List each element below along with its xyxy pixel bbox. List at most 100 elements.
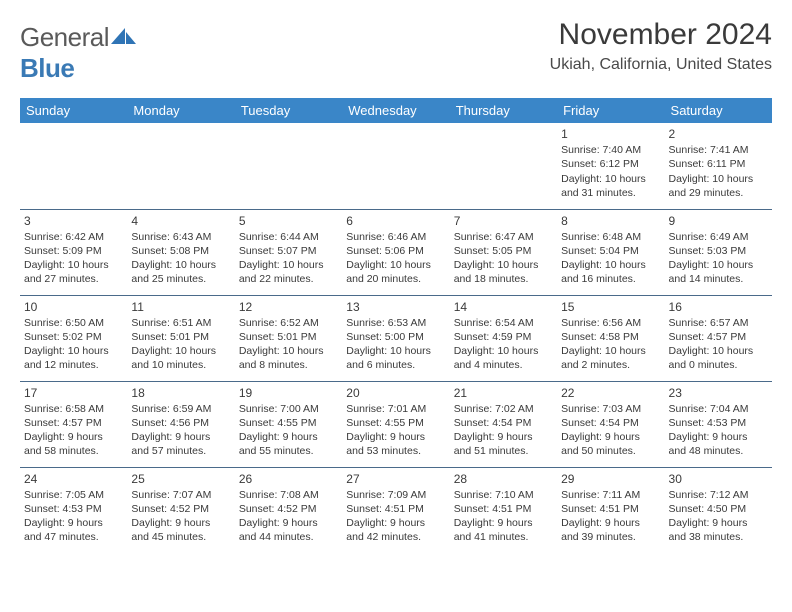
daylight-line-1: Daylight: 10 hours — [24, 258, 123, 272]
calendar-day: 19Sunrise: 7:00 AMSunset: 4:55 PMDayligh… — [235, 381, 342, 467]
sunset-line: Sunset: 5:09 PM — [24, 244, 123, 258]
daylight-line-2: and 42 minutes. — [346, 530, 445, 544]
calendar-day: 8Sunrise: 6:48 AMSunset: 5:04 PMDaylight… — [557, 209, 664, 295]
sunrise-line: Sunrise: 7:10 AM — [454, 488, 553, 502]
day-number: 12 — [239, 299, 338, 315]
daylight-line-1: Daylight: 9 hours — [454, 430, 553, 444]
sunrise-line: Sunrise: 6:53 AM — [346, 316, 445, 330]
day-number: 28 — [454, 471, 553, 487]
daylight-line-1: Daylight: 9 hours — [561, 430, 660, 444]
daylight-line-2: and 25 minutes. — [131, 272, 230, 286]
calendar-week: 24Sunrise: 7:05 AMSunset: 4:53 PMDayligh… — [20, 467, 772, 553]
month-title: November 2024 — [550, 18, 772, 52]
sunset-line: Sunset: 4:56 PM — [131, 416, 230, 430]
daylight-line-1: Daylight: 10 hours — [454, 258, 553, 272]
sunrise-line: Sunrise: 6:48 AM — [561, 230, 660, 244]
calendar-day: 14Sunrise: 6:54 AMSunset: 4:59 PMDayligh… — [450, 295, 557, 381]
calendar-day: 9Sunrise: 6:49 AMSunset: 5:03 PMDaylight… — [665, 209, 772, 295]
daylight-line-2: and 10 minutes. — [131, 358, 230, 372]
daylight-line-1: Daylight: 10 hours — [24, 344, 123, 358]
calendar-day: 10Sunrise: 6:50 AMSunset: 5:02 PMDayligh… — [20, 295, 127, 381]
daylight-line-1: Daylight: 10 hours — [346, 258, 445, 272]
calendar-day: 3Sunrise: 6:42 AMSunset: 5:09 PMDaylight… — [20, 209, 127, 295]
daylight-line-1: Daylight: 9 hours — [561, 516, 660, 530]
day-number: 11 — [131, 299, 230, 315]
daylight-line-2: and 0 minutes. — [669, 358, 768, 372]
daylight-line-1: Daylight: 9 hours — [239, 516, 338, 530]
sunset-line: Sunset: 4:55 PM — [346, 416, 445, 430]
daylight-line-1: Daylight: 9 hours — [24, 516, 123, 530]
sunset-line: Sunset: 5:03 PM — [669, 244, 768, 258]
daylight-line-1: Daylight: 10 hours — [239, 258, 338, 272]
sunset-line: Sunset: 5:05 PM — [454, 244, 553, 258]
sunrise-line: Sunrise: 6:52 AM — [239, 316, 338, 330]
day-number: 3 — [24, 213, 123, 229]
logo-text: General Blue — [20, 22, 137, 84]
calendar-week: 1Sunrise: 7:40 AMSunset: 6:12 PMDaylight… — [20, 123, 772, 209]
daylight-line-1: Daylight: 9 hours — [669, 516, 768, 530]
sunset-line: Sunset: 5:01 PM — [131, 330, 230, 344]
calendar-day: 13Sunrise: 6:53 AMSunset: 5:00 PMDayligh… — [342, 295, 449, 381]
sunrise-line: Sunrise: 6:57 AM — [669, 316, 768, 330]
day-number: 4 — [131, 213, 230, 229]
day-number: 15 — [561, 299, 660, 315]
calendar-day: 30Sunrise: 7:12 AMSunset: 4:50 PMDayligh… — [665, 467, 772, 553]
day-number: 24 — [24, 471, 123, 487]
day-number: 6 — [346, 213, 445, 229]
daylight-line-1: Daylight: 10 hours — [131, 344, 230, 358]
sunrise-line: Sunrise: 7:01 AM — [346, 402, 445, 416]
sunrise-line: Sunrise: 6:44 AM — [239, 230, 338, 244]
calendar-day-empty — [342, 123, 449, 209]
daylight-line-1: Daylight: 9 hours — [24, 430, 123, 444]
daylight-line-1: Daylight: 9 hours — [131, 430, 230, 444]
daylight-line-1: Daylight: 9 hours — [239, 430, 338, 444]
sunrise-line: Sunrise: 7:00 AM — [239, 402, 338, 416]
day-number: 9 — [669, 213, 768, 229]
calendar-day: 26Sunrise: 7:08 AMSunset: 4:52 PMDayligh… — [235, 467, 342, 553]
calendar-week: 3Sunrise: 6:42 AMSunset: 5:09 PMDaylight… — [20, 209, 772, 295]
daylight-line-2: and 41 minutes. — [454, 530, 553, 544]
daylight-line-1: Daylight: 9 hours — [669, 430, 768, 444]
day-number: 19 — [239, 385, 338, 401]
sunset-line: Sunset: 5:00 PM — [346, 330, 445, 344]
sunrise-line: Sunrise: 7:41 AM — [669, 143, 768, 157]
day-number: 20 — [346, 385, 445, 401]
calendar-day: 2Sunrise: 7:41 AMSunset: 6:11 PMDaylight… — [665, 123, 772, 209]
sunset-line: Sunset: 4:51 PM — [346, 502, 445, 516]
day-number: 25 — [131, 471, 230, 487]
day-header: Sunday — [20, 98, 127, 123]
daylight-line-2: and 55 minutes. — [239, 444, 338, 458]
daylight-line-1: Daylight: 10 hours — [346, 344, 445, 358]
daylight-line-1: Daylight: 9 hours — [346, 516, 445, 530]
sunrise-line: Sunrise: 6:51 AM — [131, 316, 230, 330]
day-number: 27 — [346, 471, 445, 487]
calendar-day: 29Sunrise: 7:11 AMSunset: 4:51 PMDayligh… — [557, 467, 664, 553]
day-header: Friday — [557, 98, 664, 123]
calendar-week: 17Sunrise: 6:58 AMSunset: 4:57 PMDayligh… — [20, 381, 772, 467]
calendar-day: 23Sunrise: 7:04 AMSunset: 4:53 PMDayligh… — [665, 381, 772, 467]
daylight-line-2: and 57 minutes. — [131, 444, 230, 458]
calendar-day: 28Sunrise: 7:10 AMSunset: 4:51 PMDayligh… — [450, 467, 557, 553]
sunrise-line: Sunrise: 7:12 AM — [669, 488, 768, 502]
sunrise-line: Sunrise: 6:42 AM — [24, 230, 123, 244]
sunrise-line: Sunrise: 6:56 AM — [561, 316, 660, 330]
calendar-day: 1Sunrise: 7:40 AMSunset: 6:12 PMDaylight… — [557, 123, 664, 209]
sunset-line: Sunset: 5:02 PM — [24, 330, 123, 344]
sunset-line: Sunset: 4:58 PM — [561, 330, 660, 344]
daylight-line-2: and 14 minutes. — [669, 272, 768, 286]
sunrise-line: Sunrise: 7:08 AM — [239, 488, 338, 502]
day-number: 2 — [669, 126, 768, 142]
sunset-line: Sunset: 5:07 PM — [239, 244, 338, 258]
sunrise-line: Sunrise: 6:58 AM — [24, 402, 123, 416]
sunrise-line: Sunrise: 7:11 AM — [561, 488, 660, 502]
sunset-line: Sunset: 4:51 PM — [454, 502, 553, 516]
daylight-line-2: and 22 minutes. — [239, 272, 338, 286]
sunset-line: Sunset: 4:53 PM — [669, 416, 768, 430]
calendar-day-empty — [450, 123, 557, 209]
header: General Blue November 2024 Ukiah, Califo… — [20, 18, 772, 84]
sunrise-line: Sunrise: 7:03 AM — [561, 402, 660, 416]
sunset-line: Sunset: 4:55 PM — [239, 416, 338, 430]
logo: General Blue — [20, 22, 137, 84]
sunset-line: Sunset: 4:59 PM — [454, 330, 553, 344]
calendar-day: 18Sunrise: 6:59 AMSunset: 4:56 PMDayligh… — [127, 381, 234, 467]
